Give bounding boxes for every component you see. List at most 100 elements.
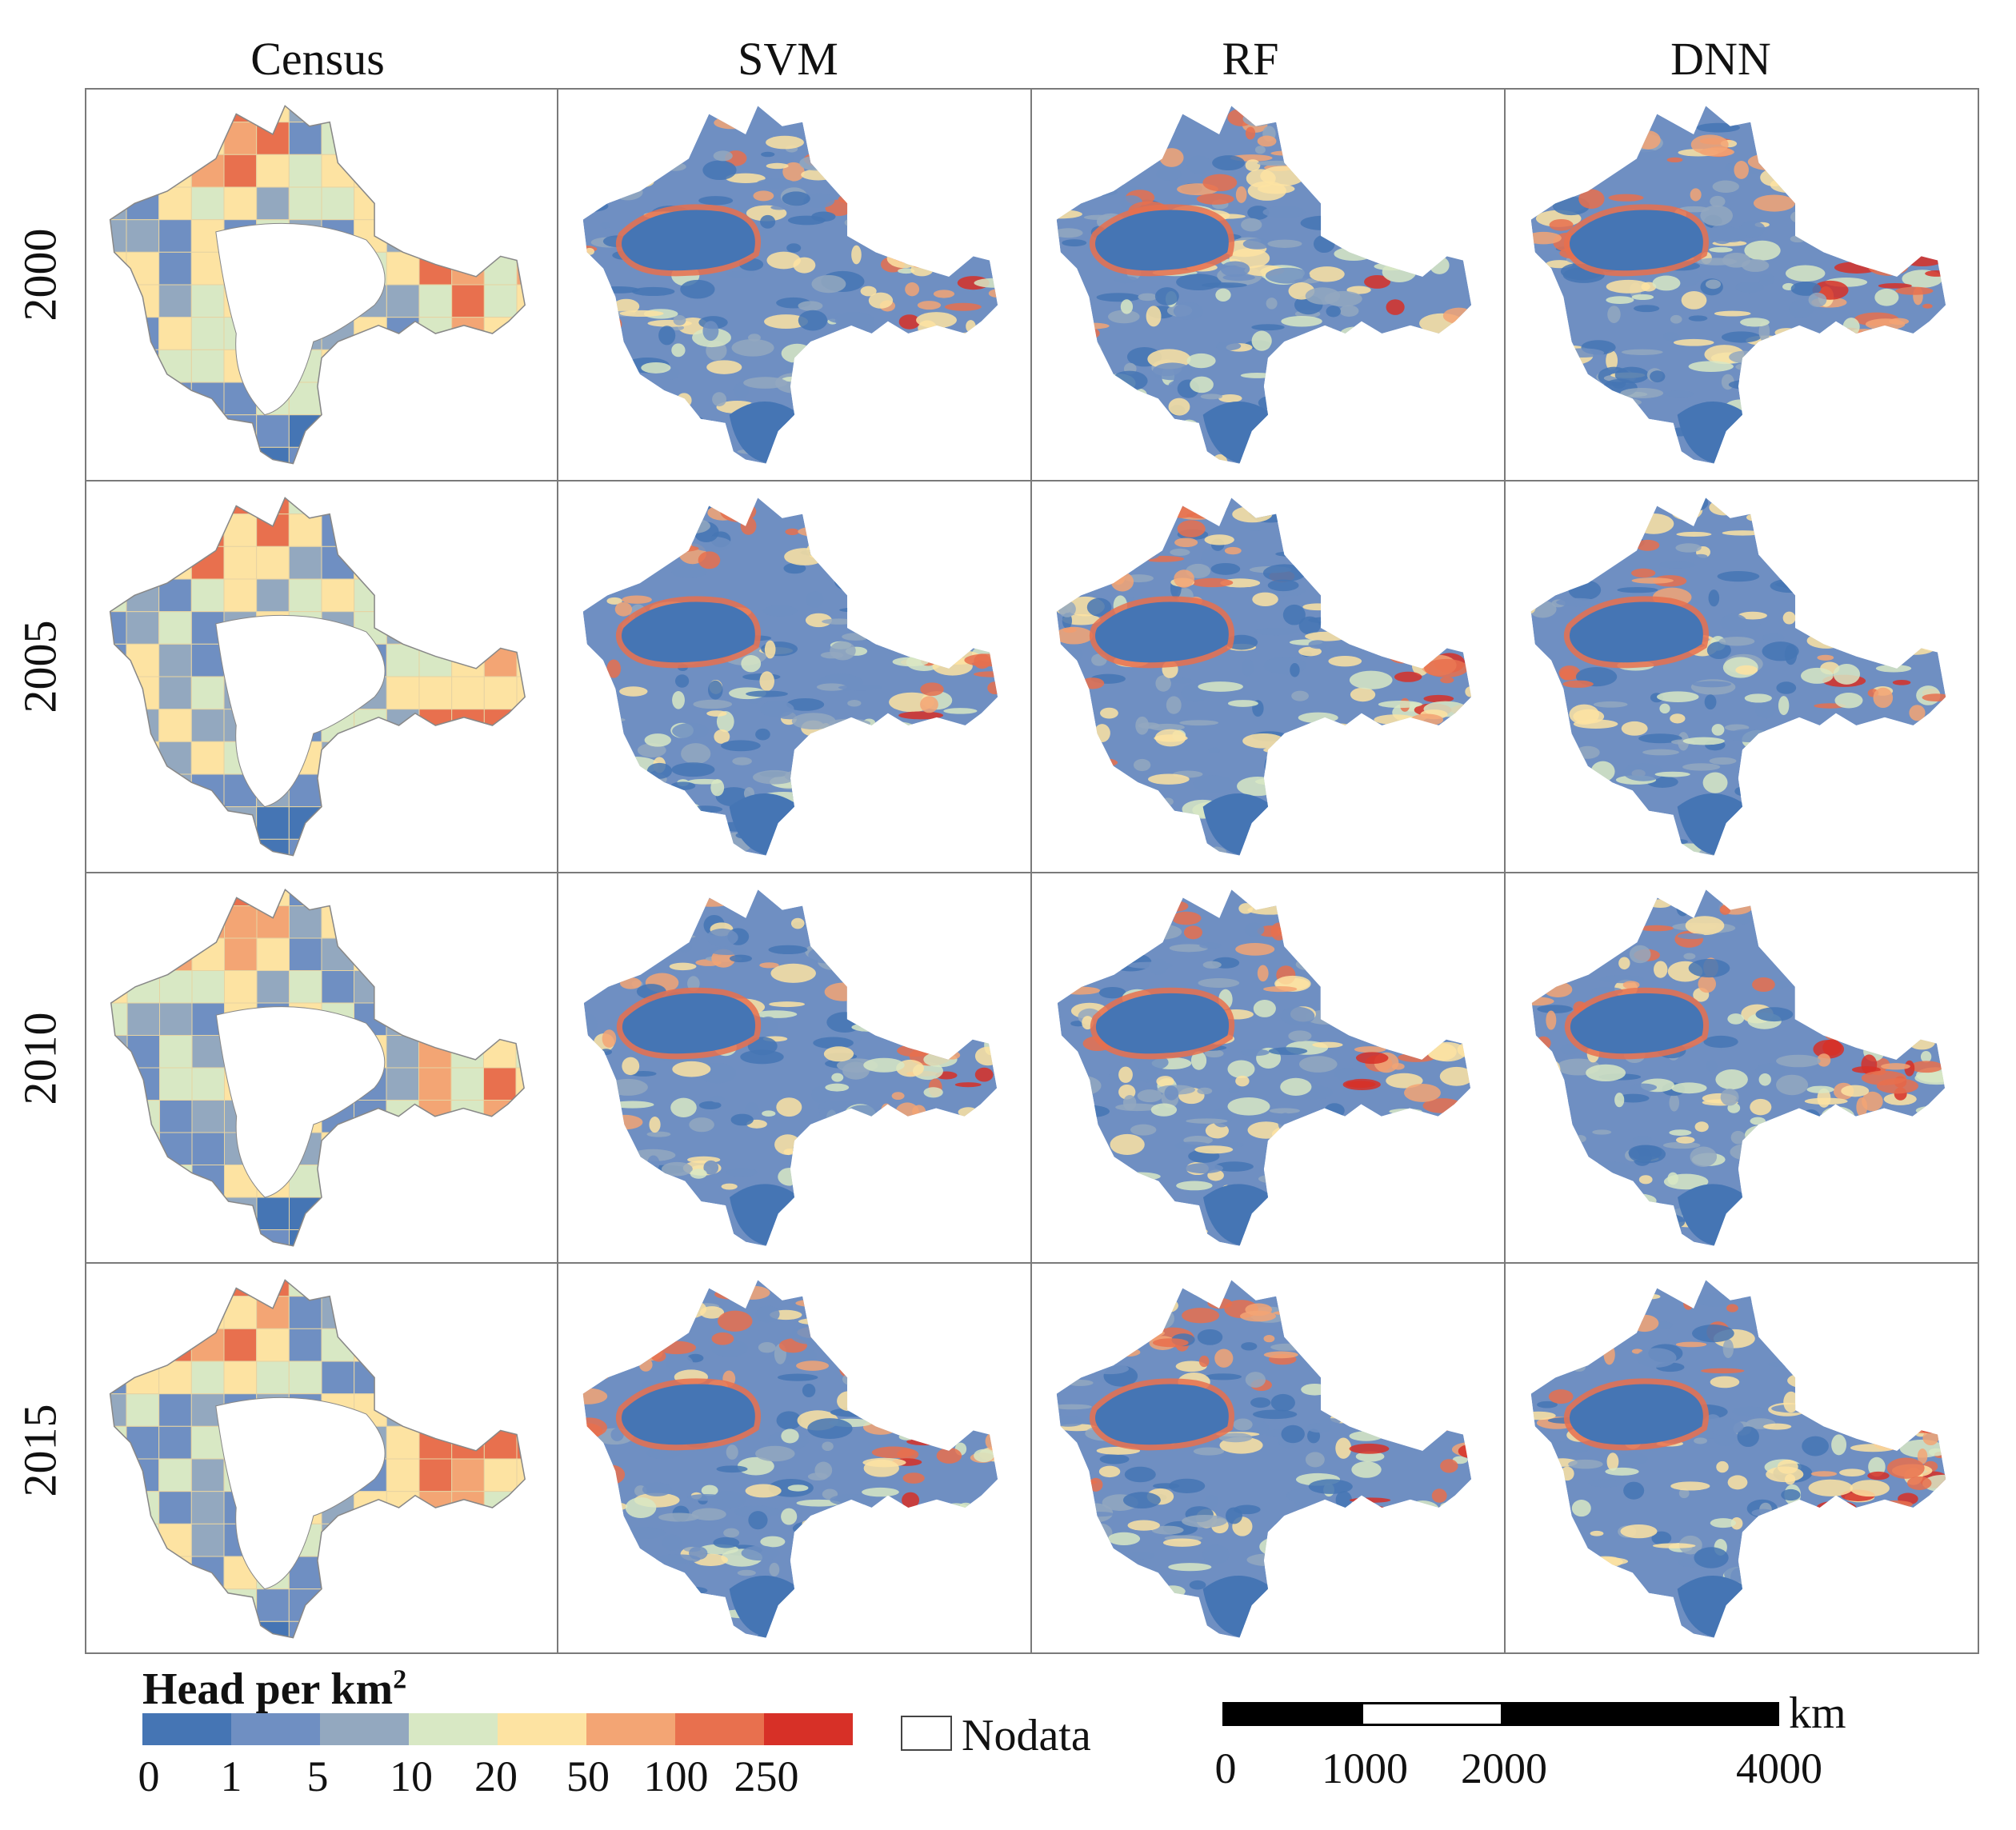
density-patch — [1306, 1423, 1333, 1433]
county-polygon — [126, 1296, 160, 1329]
density-patch — [910, 521, 923, 536]
county-polygon — [191, 889, 226, 907]
density-patch — [606, 1353, 649, 1361]
density-patch — [795, 1299, 834, 1308]
density-patch — [1272, 422, 1304, 429]
density-patch — [618, 835, 653, 849]
density-patch — [672, 1061, 711, 1077]
density-patch — [1683, 1297, 1694, 1310]
county-polygon — [256, 969, 290, 1004]
density-patch — [1784, 362, 1802, 380]
density-patch — [1712, 180, 1739, 194]
legend-tick: 50 — [566, 1752, 610, 1800]
density-patch — [909, 763, 933, 773]
density-patch — [1282, 604, 1306, 625]
density-patch — [1409, 166, 1427, 174]
density-patch — [1080, 677, 1105, 689]
density-patch — [592, 1549, 634, 1563]
density-patch — [759, 962, 779, 969]
density-patch — [714, 116, 750, 130]
density-patch — [1550, 430, 1579, 437]
density-patch — [1698, 1293, 1733, 1307]
density-patch — [862, 498, 886, 517]
county-polygon — [126, 741, 160, 775]
density-patch — [910, 629, 924, 649]
density-patch — [1263, 657, 1306, 675]
density-patch — [1205, 1495, 1219, 1508]
density-patch — [1183, 925, 1202, 940]
county-polygon — [354, 414, 387, 448]
county-polygon — [418, 219, 453, 253]
density-patch — [1318, 1562, 1349, 1583]
density-patch — [958, 1107, 978, 1117]
density-patch — [1694, 1547, 1729, 1568]
density-patch — [1814, 903, 1858, 915]
density-patch — [1867, 257, 1909, 276]
density-patch — [816, 1126, 832, 1142]
density-patch — [1825, 1112, 1850, 1126]
density-patch — [633, 803, 663, 819]
density-patch — [1595, 914, 1636, 929]
density-patch — [1921, 638, 1932, 645]
density-patch — [1787, 1372, 1822, 1388]
density-patch — [976, 210, 989, 226]
county-polygon — [158, 1099, 193, 1133]
density-patch — [582, 1317, 599, 1331]
density-patch — [1744, 889, 1774, 901]
density-patch — [1269, 1108, 1301, 1114]
density-patch — [673, 315, 686, 326]
density-patch — [1386, 1073, 1423, 1089]
density-patch — [1906, 582, 1931, 604]
county-polygon — [386, 1588, 420, 1622]
density-patch — [1778, 696, 1790, 716]
density-patch — [958, 1530, 973, 1544]
density-patch — [1530, 231, 1562, 245]
density-patch — [1682, 497, 1709, 512]
map-rf-2015 — [1056, 1280, 1472, 1638]
density-patch — [1892, 679, 1911, 685]
density-patch — [1092, 940, 1120, 948]
density-patch — [1056, 338, 1076, 344]
density-patch — [834, 1328, 855, 1340]
density-patch — [1654, 961, 1668, 978]
density-patch — [1814, 517, 1850, 535]
density-patch — [868, 988, 907, 1006]
density-patch — [1424, 741, 1451, 753]
density-patch — [931, 328, 951, 342]
density-patch — [1631, 294, 1654, 301]
density-patch — [1083, 214, 1114, 220]
density-patch — [861, 155, 872, 176]
density-patch — [1835, 758, 1859, 765]
density-patch — [954, 357, 967, 378]
density-patch — [1568, 542, 1585, 550]
density-patch — [1427, 1041, 1467, 1062]
density-patch — [582, 1501, 601, 1512]
county-polygon — [418, 1523, 453, 1557]
density-patch — [920, 682, 944, 697]
density-patch — [1458, 1444, 1472, 1458]
density-patch — [1606, 1452, 1619, 1471]
density-patch — [888, 1327, 908, 1333]
density-patch — [1566, 1578, 1583, 1593]
county-polygon — [354, 154, 387, 188]
density-patch — [1330, 211, 1369, 222]
county-polygon — [126, 1132, 161, 1166]
density-patch — [1235, 1075, 1250, 1087]
county-polygon — [516, 676, 526, 710]
density-patch — [1447, 1219, 1471, 1233]
density-patch — [907, 233, 950, 252]
county-polygon — [386, 773, 420, 808]
county-polygon — [516, 122, 526, 155]
density-patch — [1618, 1452, 1648, 1466]
density-patch — [1186, 155, 1212, 174]
density-patch — [1090, 1363, 1130, 1375]
density-patch — [1889, 110, 1919, 125]
density-patch — [910, 497, 934, 510]
density-patch — [819, 120, 830, 141]
county-polygon — [451, 838, 485, 856]
county-polygon — [288, 186, 322, 221]
density-patch — [619, 686, 648, 697]
density-patch — [1162, 797, 1174, 806]
density-patch — [942, 1384, 969, 1402]
density-patch — [1570, 917, 1597, 932]
